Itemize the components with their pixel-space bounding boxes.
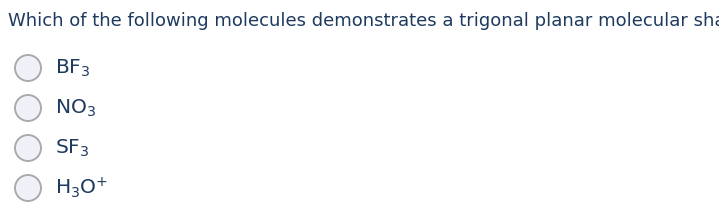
Ellipse shape xyxy=(15,95,41,121)
Ellipse shape xyxy=(15,135,41,161)
Text: $\mathrm{H}_{\mathrm{3}}\mathrm{O}^{\mathrm{+}}$: $\mathrm{H}_{\mathrm{3}}\mathrm{O}^{\mat… xyxy=(55,176,109,200)
Text: $\mathrm{BF}_{\mathrm{3}}$: $\mathrm{BF}_{\mathrm{3}}$ xyxy=(55,57,91,79)
Text: Which of the following molecules demonstrates a trigonal planar molecular shape?: Which of the following molecules demonst… xyxy=(8,12,719,30)
Ellipse shape xyxy=(15,175,41,201)
Text: $\mathrm{SF}_{\mathrm{3}}$: $\mathrm{SF}_{\mathrm{3}}$ xyxy=(55,137,89,159)
Ellipse shape xyxy=(15,55,41,81)
Text: $\mathrm{NO}_{\mathrm{3}}$: $\mathrm{NO}_{\mathrm{3}}$ xyxy=(55,97,96,119)
